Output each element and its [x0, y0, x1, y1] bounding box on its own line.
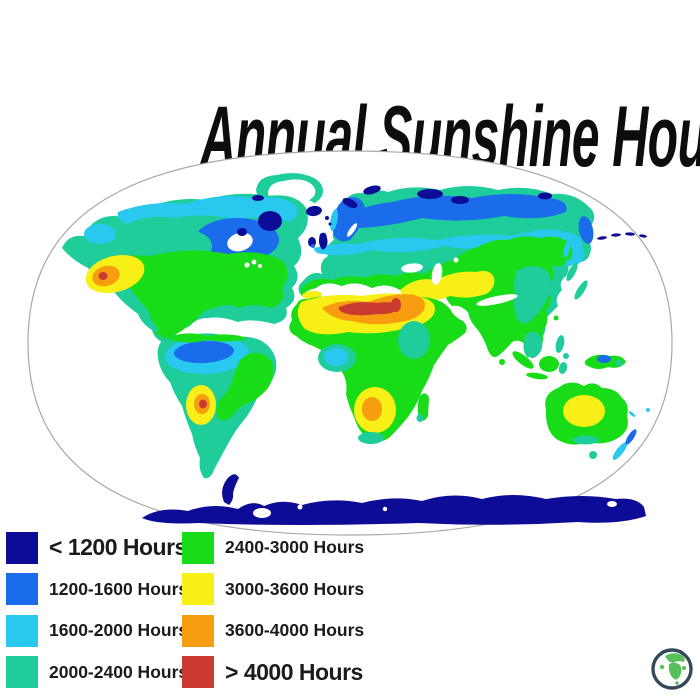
region-antarctica: [142, 474, 646, 525]
region-eurasia: [298, 185, 647, 365]
legend-label: < 1200 Hours: [49, 534, 187, 560]
region-north-america: [62, 193, 308, 342]
legend-swatch: [6, 531, 38, 564]
legend-swatch: [182, 573, 214, 606]
region-africa: [289, 293, 467, 444]
legend-item: 3000-3600 Hours: [182, 573, 364, 606]
legend-label: 2000-2400 Hours: [49, 661, 189, 682]
world-map-svg: [27, 150, 673, 536]
legend-item: > 4000 Hours: [182, 656, 364, 689]
legend-swatch: [182, 614, 214, 647]
region-south-america: [157, 333, 277, 479]
legend-swatch: [182, 531, 214, 564]
legend-swatch: [6, 656, 38, 689]
earth-logo-icon: [649, 646, 695, 692]
legend-swatch: [6, 614, 38, 647]
legend-label: > 4000 Hours: [225, 658, 363, 685]
legend-item: 2400-3000 Hours: [182, 531, 364, 564]
legend-item: 2000-2400 Hours: [6, 656, 188, 689]
legend: < 1200 Hours 1200-1600 Hours 1600-2000 H…: [0, 531, 700, 693]
legend-item: < 1200 Hours: [6, 531, 188, 564]
legend-item: 1200-1600 Hours: [6, 573, 188, 606]
legend-label: 3600-4000 Hours: [225, 620, 365, 641]
legend-label: 2400-3000 Hours: [225, 537, 365, 557]
legend-item: 1600-2000 Hours: [6, 614, 188, 647]
world-map: [0, 148, 700, 540]
legend-label: 1200-1600 Hours: [49, 578, 189, 599]
region-australia-oceania: [545, 382, 650, 460]
legend-column-left: < 1200 Hours 1200-1600 Hours 1600-2000 H…: [6, 531, 188, 697]
legend-swatch: [6, 573, 38, 606]
legend-column-right: 2400-3000 Hours 3000-3600 Hours 3600-400…: [182, 531, 364, 697]
region-southeast-asia-islands: [512, 351, 626, 380]
legend-label: 3000-3600 Hours: [225, 578, 365, 599]
legend-label: 1600-2000 Hours: [49, 620, 189, 641]
legend-swatch: [182, 656, 214, 689]
legend-item: 3600-4000 Hours: [182, 614, 364, 647]
